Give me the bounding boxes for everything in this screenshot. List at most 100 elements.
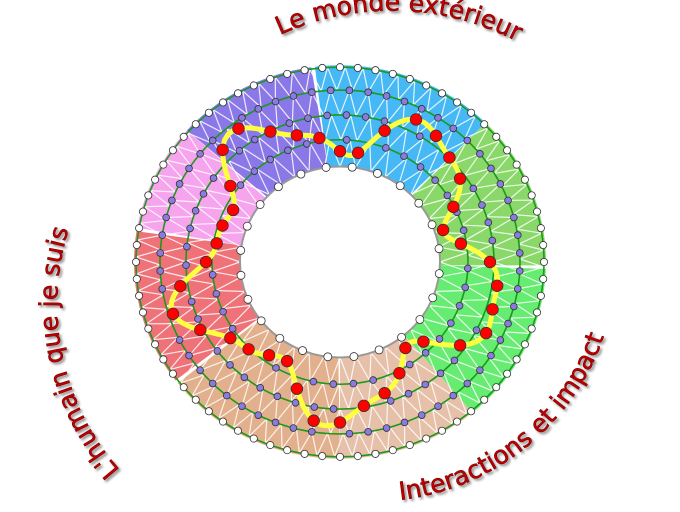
purple-node [369, 376, 377, 384]
mesh-line [292, 95, 309, 119]
white-node [318, 63, 327, 72]
purple-node [382, 144, 390, 152]
purple-node [461, 283, 470, 292]
mesh-line [228, 160, 254, 173]
white-node [467, 407, 476, 416]
white-node [539, 274, 548, 283]
mesh-line [215, 289, 245, 293]
red-node [232, 122, 245, 135]
mesh-line [445, 400, 468, 415]
purple-node [345, 429, 354, 438]
mesh-line [464, 153, 481, 176]
purple-node [478, 201, 486, 209]
white-node [298, 346, 307, 355]
purple-node [329, 405, 338, 413]
mesh-line [295, 428, 300, 453]
mesh-line [490, 230, 518, 236]
mesh-line [475, 127, 489, 150]
red-node [378, 387, 391, 400]
mesh-line [298, 431, 313, 454]
white-node [437, 89, 446, 98]
white-node [373, 169, 382, 178]
purple-node [504, 196, 512, 205]
mesh-line [370, 352, 390, 376]
purple-node [342, 136, 351, 144]
red-node [199, 255, 213, 269]
mesh-line [385, 95, 389, 123]
mesh-line [218, 395, 228, 419]
mesh-line [150, 189, 176, 193]
red-node [399, 341, 412, 355]
mesh-line [464, 115, 476, 139]
mesh-line [212, 246, 242, 253]
mesh-line [473, 183, 501, 190]
purple-node [213, 347, 222, 355]
mesh-line [415, 148, 440, 165]
mesh-line [489, 357, 515, 365]
mesh-line [230, 317, 260, 327]
purple-node [284, 146, 292, 155]
mesh-line [160, 270, 187, 278]
mesh-line [242, 90, 248, 115]
white-node [266, 441, 275, 450]
purple-node [185, 351, 193, 360]
mesh-line [398, 80, 416, 100]
white-node [323, 352, 333, 362]
purple-node [308, 427, 316, 436]
purple-node [240, 373, 249, 382]
mesh-line [275, 401, 293, 423]
mesh-line [442, 370, 468, 385]
mesh-line [308, 352, 311, 381]
purple-node [417, 411, 426, 419]
mesh-line [157, 174, 176, 193]
purple-node [168, 196, 176, 205]
mesh-line [455, 314, 483, 318]
mesh-line [328, 384, 340, 409]
mesh-line [256, 368, 278, 387]
mesh-line [389, 426, 406, 448]
mesh-line [387, 101, 405, 123]
purple-node [476, 366, 484, 374]
purple-node [386, 397, 395, 405]
purple-node [273, 392, 282, 401]
label-le-monde-exterieur: Le monde extérieur [271, 0, 529, 47]
mesh-line [420, 197, 450, 207]
mesh-line [514, 300, 540, 305]
mesh-line [281, 428, 297, 450]
mesh-line [369, 352, 372, 381]
red-node [216, 219, 229, 232]
white-node [318, 452, 327, 461]
purple-node [158, 231, 167, 239]
white-node [428, 293, 438, 303]
mesh-line [230, 304, 252, 327]
mesh-line [519, 273, 543, 285]
white-node [249, 434, 258, 443]
mesh-line [420, 182, 438, 207]
mesh-line [257, 395, 278, 416]
mesh-line [274, 76, 291, 98]
mesh-line [199, 153, 216, 176]
mesh-line [442, 371, 454, 396]
purple-node [228, 324, 237, 333]
purple-node [449, 391, 458, 400]
purple-node [329, 380, 338, 388]
mesh-line [518, 232, 543, 245]
mesh-line [139, 222, 163, 236]
mesh-line [464, 347, 492, 357]
white-node [527, 191, 536, 200]
white-node [512, 355, 521, 364]
red-node [357, 399, 371, 413]
mesh-line [387, 401, 405, 423]
purple-node [272, 364, 280, 372]
red-node [417, 335, 430, 348]
mesh-line [175, 145, 201, 155]
red-node [351, 146, 365, 160]
mesh-line [144, 206, 166, 221]
white-node [453, 98, 462, 107]
mesh-line [410, 168, 424, 195]
purple-node [310, 403, 319, 411]
mesh-line [427, 149, 440, 174]
mesh-line [141, 306, 168, 310]
mesh-line [352, 68, 364, 91]
